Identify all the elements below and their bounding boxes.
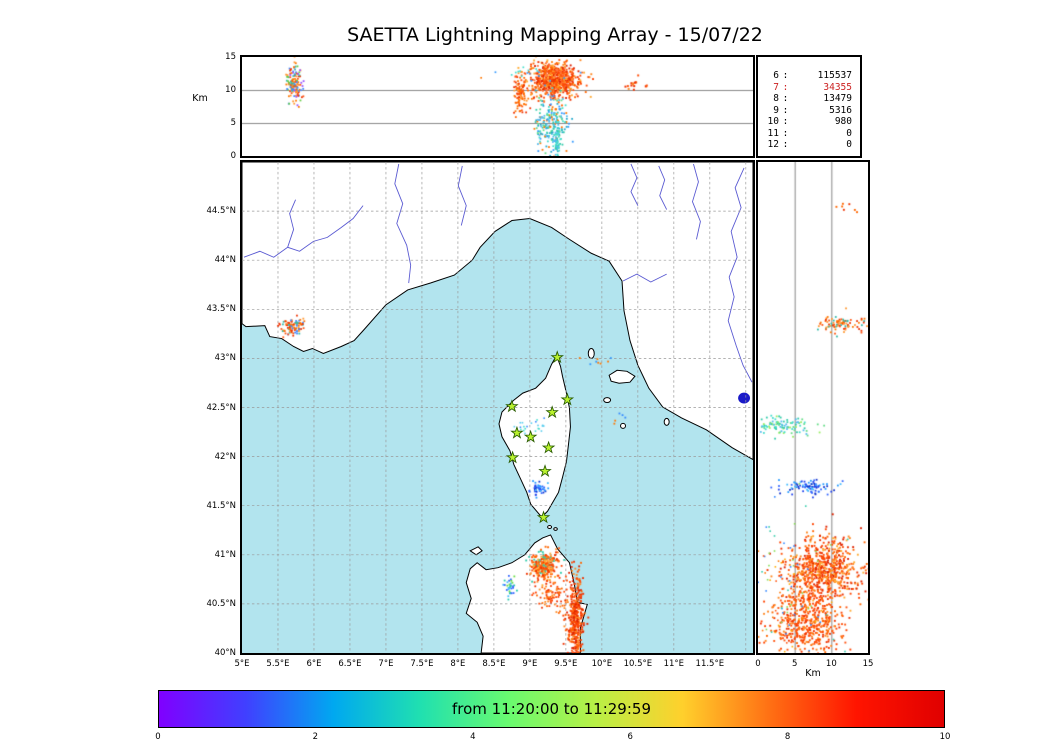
map-longitude-tick: 11.5°E <box>695 659 725 669</box>
stats-separator: : <box>782 116 789 127</box>
colorbar-tick: 10 <box>939 732 951 742</box>
stats-station-level: 12 <box>767 139 779 150</box>
map-latitude-tick: 41°N <box>214 549 236 560</box>
stats-station-level: 10 <box>767 116 779 127</box>
stats-separator: : <box>782 81 789 93</box>
stats-separator: : <box>782 127 789 139</box>
stats-separator: : <box>782 70 789 81</box>
map-longitude-tick: 9°E <box>522 659 538 669</box>
stats-row: 7: 34355 <box>764 82 854 94</box>
source-counts-panel: 6:115537 7:34355 8:13479 9:5316 10:980 11:0 12… <box>756 55 862 158</box>
altitude-latitude-scatter-canvas <box>758 162 868 653</box>
stats-row: 10: 980 <box>764 116 854 128</box>
time-window-label: from 11:20:00 to 11:29:59 <box>451 700 651 718</box>
map-longitude-tick: 9.5°E <box>554 659 578 669</box>
stats-station-level: 7 <box>773 81 779 93</box>
colorbar-tick: 8 <box>784 732 791 742</box>
stats-source-count: 980 <box>834 116 852 127</box>
stats-row: 9: 5316 <box>764 105 854 117</box>
map-longitude-tick: 6°E <box>306 659 322 669</box>
map-lightning-scatter-canvas <box>242 162 753 653</box>
map-longitude-tick: 10.5°E <box>623 659 653 669</box>
stats-station-level: 11 <box>767 127 779 139</box>
map-latitude-tick: 43.5°N <box>206 304 236 315</box>
map-latitude-tick: 44°N <box>214 255 236 266</box>
map-longitude-tick: 7.5°E <box>410 659 434 669</box>
altitude-axis-tick: 15 <box>862 659 874 669</box>
colorbar-tick: 4 <box>470 732 476 742</box>
stats-row: 12: 0 <box>764 139 854 151</box>
stats-row: 11: 0 <box>764 128 854 140</box>
altitude-longitude-scatter-canvas <box>242 57 753 156</box>
map-latitude-tick: 41.5°N <box>206 500 236 511</box>
colorbar-tick: 2 <box>312 732 319 742</box>
map-panel <box>240 160 755 655</box>
colorbar-tick: 6 <box>627 732 633 742</box>
map-latitude-tick: 42.5°N <box>206 402 236 413</box>
figure-title: SAETTA Lightning Mapping Array - 15/07/2… <box>347 24 763 46</box>
map-longitude-tick: 8°E <box>450 659 466 669</box>
map-longitude-tick: 10°E <box>591 659 613 669</box>
altitude-axis-tick: 10 <box>225 85 236 95</box>
map-latitude-tick: 40°N <box>214 648 236 658</box>
map-latitude-tick: 44.5°N <box>206 206 236 217</box>
altitude-axis-tick: 15 <box>225 52 236 62</box>
map-longitude-tick: 6.5°E <box>338 659 362 669</box>
stats-source-count: 34355 <box>823 81 852 93</box>
stats-source-count: 0 <box>846 139 852 150</box>
map-latitude-tick: 42°N <box>214 451 236 462</box>
colorbar-tick: 0 <box>155 732 161 742</box>
altitude-axis-label-left: Km <box>192 93 208 104</box>
stats-station-level: 6 <box>773 70 779 81</box>
stats-source-count: 13479 <box>823 93 852 104</box>
altitude-axis-tick: 0 <box>230 151 236 161</box>
altitude-axis-label-bottom: Km <box>805 668 821 679</box>
altitude-vs-longitude-panel <box>240 55 755 158</box>
altitude-axis-tick: 0 <box>755 659 761 669</box>
map-latitude-tick: 40.5°N <box>206 598 236 609</box>
map-longitude-tick: 7°E <box>378 659 394 669</box>
time-colorbar: from 11:20:00 to 11:29:59 <box>158 690 945 728</box>
map-latitude-tick: 43°N <box>214 353 236 364</box>
stats-separator: : <box>782 139 789 150</box>
map-longitude-tick: 5.5°E <box>266 659 290 669</box>
altitude-axis-tick: 10 <box>825 659 837 669</box>
altitude-axis-tick: 5 <box>230 118 236 128</box>
altitude-axis-tick: 5 <box>791 659 798 669</box>
map-longitude-tick: 5°E <box>234 659 250 669</box>
stats-source-count: 0 <box>846 127 852 139</box>
stats-rows: 6:115537 7:34355 8:13479 9:5316 10:980 11:0 12… <box>764 70 854 151</box>
map-longitude-tick: 8.5°E <box>482 659 506 669</box>
stats-station-level: 9 <box>773 104 779 116</box>
stats-station-level: 8 <box>773 93 779 104</box>
altitude-vs-latitude-panel <box>756 160 870 655</box>
stats-separator: : <box>782 93 789 104</box>
stats-source-count: 5316 <box>829 104 852 116</box>
stats-separator: : <box>782 104 789 116</box>
stats-source-count: 115537 <box>817 70 852 81</box>
stats-row: 8: 13479 <box>764 93 854 105</box>
map-longitude-tick: 11°E <box>663 659 685 669</box>
stats-row: 6: 115537 <box>764 70 854 82</box>
